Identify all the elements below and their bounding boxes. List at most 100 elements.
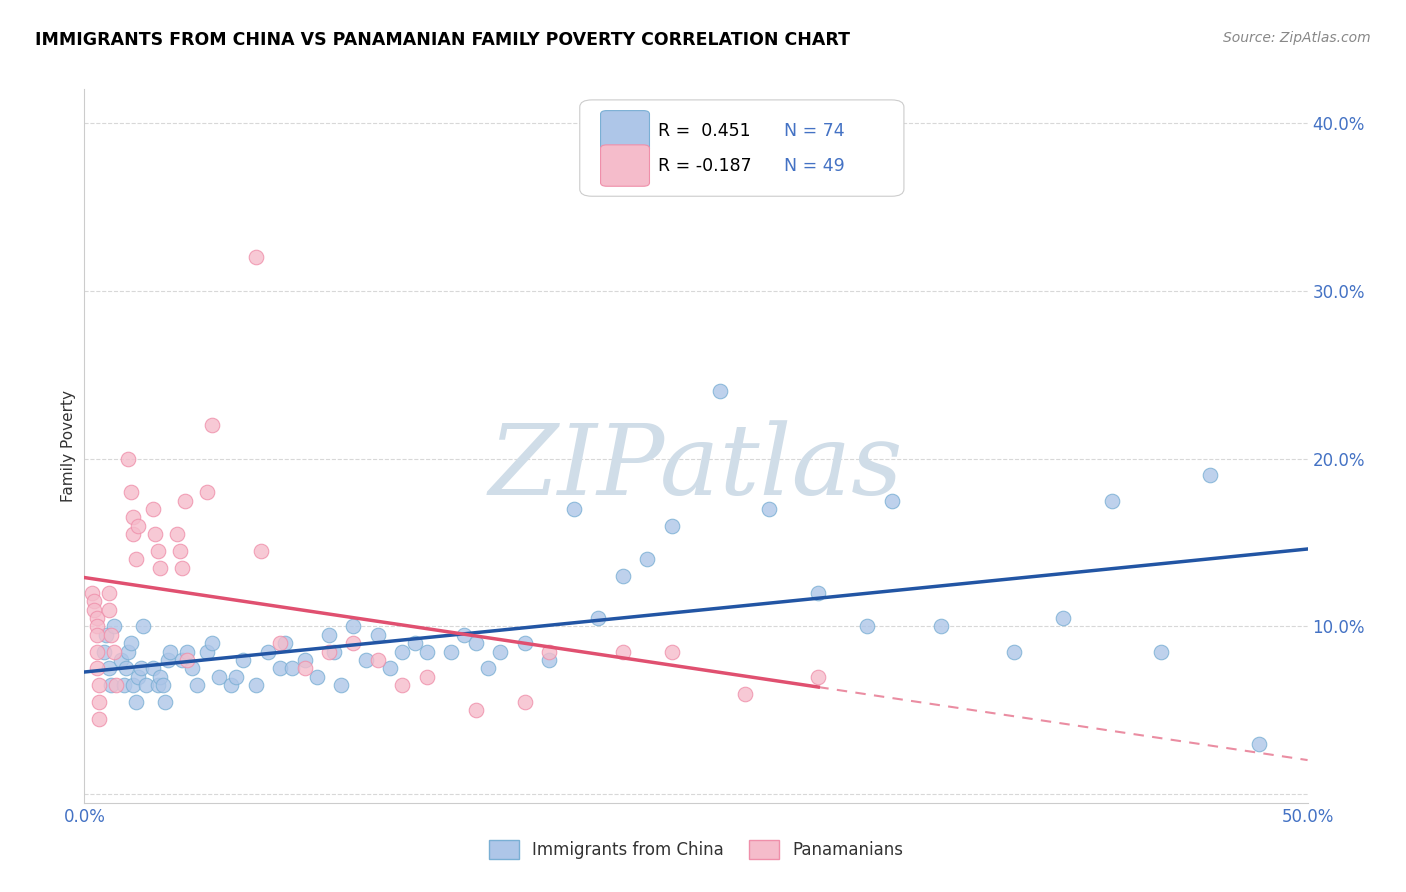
Point: [489, 645, 512, 659]
Text: Source: ZipAtlas.com: Source: ZipAtlas.com: [1223, 31, 1371, 45]
Text: IMMIGRANTS FROM CHINA VS PANAMANIAN FAMILY POVERTY CORRELATION CHART: IMMIGRANTS FROM CHINA VS PANAMANIAN FAMI…: [35, 31, 851, 49]
Point: [149, 670, 172, 684]
Point: [120, 485, 142, 500]
Point: [135, 678, 157, 692]
Point: [117, 645, 139, 659]
Point: [391, 678, 413, 692]
Point: [169, 544, 191, 558]
Point: [354, 653, 377, 667]
Point: [464, 636, 486, 650]
Point: [200, 636, 222, 650]
Point: [86, 645, 108, 659]
Point: [404, 636, 426, 650]
Point: [807, 586, 830, 600]
Point: [416, 670, 439, 684]
Point: [513, 636, 536, 650]
Point: [117, 451, 139, 466]
Point: [281, 661, 304, 675]
Point: [87, 712, 110, 726]
Point: [96, 628, 118, 642]
Point: [120, 636, 142, 650]
Point: [181, 661, 204, 675]
Point: [245, 678, 267, 692]
Point: [612, 645, 634, 659]
Point: [115, 661, 138, 675]
Point: [367, 628, 389, 642]
Point: [305, 670, 328, 684]
Point: [1150, 645, 1173, 659]
Point: [146, 544, 169, 558]
Point: [122, 510, 145, 524]
Point: [86, 619, 108, 633]
Point: [538, 645, 561, 659]
Point: [87, 695, 110, 709]
Point: [929, 619, 952, 633]
Point: [125, 552, 148, 566]
Point: [1101, 493, 1123, 508]
Point: [132, 619, 155, 633]
Point: [83, 603, 105, 617]
Point: [1052, 611, 1074, 625]
Point: [1198, 468, 1220, 483]
Point: [453, 628, 475, 642]
Point: [232, 653, 254, 667]
Point: [142, 661, 165, 675]
Point: [807, 670, 830, 684]
Point: [146, 678, 169, 692]
Point: [86, 661, 108, 675]
Point: [172, 653, 194, 667]
FancyBboxPatch shape: [600, 145, 650, 186]
Point: [80, 586, 103, 600]
Point: [195, 645, 218, 659]
Point: [318, 645, 340, 659]
Point: [269, 661, 291, 675]
Point: [93, 645, 115, 659]
Point: [636, 552, 658, 566]
Text: ZIPatlas: ZIPatlas: [489, 420, 903, 515]
Point: [200, 417, 222, 432]
Point: [734, 687, 756, 701]
Point: [97, 586, 120, 600]
Point: [367, 653, 389, 667]
Point: [318, 628, 340, 642]
Point: [195, 485, 218, 500]
Point: [225, 670, 247, 684]
Point: [391, 645, 413, 659]
Point: [105, 678, 128, 692]
Point: [219, 678, 242, 692]
Point: [440, 645, 463, 659]
Point: [342, 636, 364, 650]
Point: [122, 527, 145, 541]
Point: [156, 653, 179, 667]
Point: [208, 670, 231, 684]
Point: [122, 678, 145, 692]
Point: [294, 661, 316, 675]
Point: [880, 493, 903, 508]
Point: [125, 695, 148, 709]
Text: N = 49: N = 49: [785, 157, 845, 175]
Point: [269, 636, 291, 650]
Text: R =  0.451: R = 0.451: [658, 122, 751, 140]
Point: [97, 661, 120, 675]
Point: [176, 653, 198, 667]
FancyBboxPatch shape: [600, 111, 650, 152]
Point: [142, 502, 165, 516]
Point: [129, 661, 152, 675]
Point: [416, 645, 439, 659]
Point: [342, 619, 364, 633]
Point: [143, 527, 166, 541]
Point: [1247, 737, 1270, 751]
Point: [245, 250, 267, 264]
Point: [586, 611, 609, 625]
Point: [100, 628, 122, 642]
Point: [153, 695, 176, 709]
Point: [149, 560, 172, 574]
Point: [477, 661, 499, 675]
Point: [538, 653, 561, 667]
Point: [380, 661, 402, 675]
Y-axis label: Family Poverty: Family Poverty: [60, 390, 76, 502]
Point: [186, 678, 208, 692]
Point: [173, 493, 195, 508]
Point: [110, 653, 132, 667]
Point: [856, 619, 879, 633]
